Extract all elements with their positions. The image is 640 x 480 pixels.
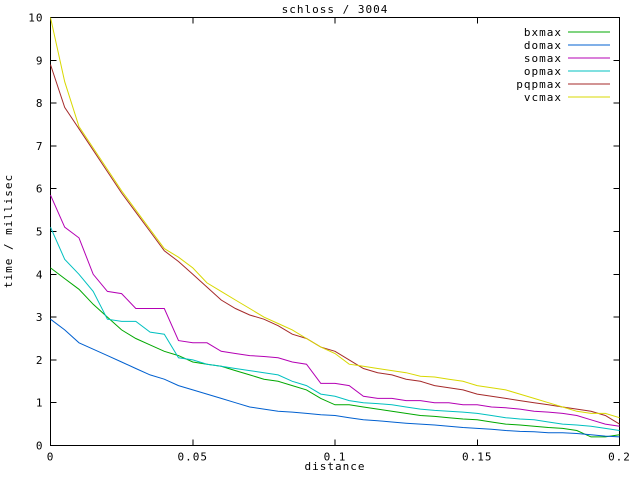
y-tick-label: 6: [36, 183, 44, 196]
x-tick-label: 0.2: [608, 451, 631, 464]
legend-label-somax: somax: [524, 52, 562, 65]
y-tick-label: 3: [36, 311, 44, 324]
x-tick-label: 0.1: [324, 451, 347, 464]
series-line-pqpmax: [50, 64, 620, 425]
y-tick-label: 10: [28, 12, 43, 25]
legend-label-opmax: opmax: [524, 65, 562, 78]
y-tick-label: 0: [36, 440, 44, 453]
y-tick-label: 1: [36, 397, 44, 410]
y-axis-label: time / millisec: [2, 174, 15, 288]
y-tick-label: 2: [36, 354, 44, 367]
series-line-vcmax: [50, 17, 620, 419]
y-tick-label: 8: [36, 97, 44, 110]
y-tick-label: 5: [36, 226, 44, 239]
data-series: [50, 17, 620, 438]
series-line-bxmax: [50, 267, 620, 438]
x-tick-label: 0: [47, 451, 55, 464]
legend-label-domax: domax: [524, 39, 562, 52]
legend-label-pqpmax: pqpmax: [516, 78, 562, 91]
y-tick-label: 7: [36, 140, 44, 153]
series-line-domax: [50, 318, 620, 438]
legend-label-vcmax: vcmax: [524, 91, 562, 104]
y-tick-label: 9: [36, 54, 44, 67]
y-tick-label: 4: [36, 268, 44, 281]
x-tick-label: 0.05: [178, 451, 209, 464]
chart-title: schloss / 3004: [282, 3, 389, 16]
x-tick-label: 0.15: [462, 451, 493, 464]
series-line-somax: [50, 194, 620, 427]
legend-label-bxmax: bxmax: [524, 26, 562, 39]
x-axis-label: distance: [305, 460, 366, 473]
series-line-opmax: [50, 226, 620, 431]
axis-ticks: 0 0.05 0.1 0.15 0.2 0 1 2 3 4 5 6 7 8 9 10: [28, 12, 631, 464]
